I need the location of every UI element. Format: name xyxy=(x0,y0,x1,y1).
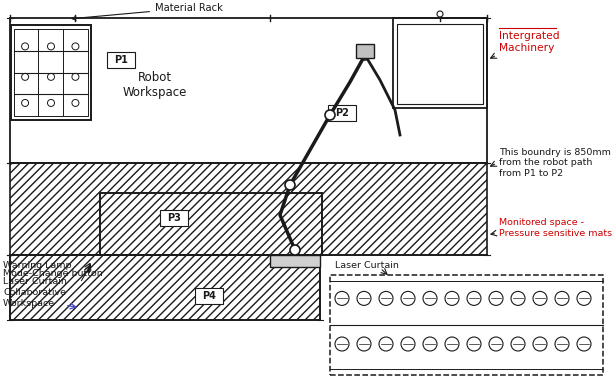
Circle shape xyxy=(357,291,371,305)
Text: Monitored space -
Pressure sensitive mats: Monitored space - Pressure sensitive mat… xyxy=(499,218,612,238)
Bar xyxy=(195,288,223,304)
Bar xyxy=(100,193,322,255)
Text: Robot
Workspace: Robot Workspace xyxy=(123,71,187,99)
Text: Warning Lamp: Warning Lamp xyxy=(3,262,71,270)
Circle shape xyxy=(379,337,393,351)
Circle shape xyxy=(533,337,547,351)
Circle shape xyxy=(555,337,569,351)
Circle shape xyxy=(577,291,591,305)
Bar xyxy=(10,255,320,320)
Text: Laser Curtain: Laser Curtain xyxy=(335,261,399,269)
Circle shape xyxy=(401,291,415,305)
Bar xyxy=(330,275,603,375)
Circle shape xyxy=(555,291,569,305)
Circle shape xyxy=(511,291,525,305)
Circle shape xyxy=(335,291,349,305)
Text: Mode-Change button: Mode-Change button xyxy=(3,269,103,278)
Bar xyxy=(11,25,91,120)
Bar xyxy=(270,255,320,267)
Circle shape xyxy=(445,291,459,305)
Text: P3: P3 xyxy=(167,213,181,223)
Circle shape xyxy=(437,11,443,17)
Circle shape xyxy=(423,291,437,305)
Circle shape xyxy=(489,291,503,305)
Text: Material Rack: Material Rack xyxy=(72,3,223,20)
Text: P2: P2 xyxy=(335,108,349,118)
Bar xyxy=(393,18,487,108)
Circle shape xyxy=(511,337,525,351)
Circle shape xyxy=(401,337,415,351)
Text: P1: P1 xyxy=(114,55,128,65)
Circle shape xyxy=(379,291,393,305)
Circle shape xyxy=(335,337,349,351)
Bar xyxy=(107,52,135,68)
Circle shape xyxy=(290,245,300,255)
Bar xyxy=(100,193,322,255)
Circle shape xyxy=(467,337,481,351)
Circle shape xyxy=(577,337,591,351)
Bar xyxy=(356,44,374,58)
Bar xyxy=(397,24,483,104)
Circle shape xyxy=(445,337,459,351)
Bar xyxy=(14,29,88,116)
Circle shape xyxy=(360,50,370,60)
Text: Laser Curtain: Laser Curtain xyxy=(3,277,67,286)
Circle shape xyxy=(467,291,481,305)
Circle shape xyxy=(533,291,547,305)
Circle shape xyxy=(489,337,503,351)
Circle shape xyxy=(423,337,437,351)
Text: P4: P4 xyxy=(202,291,216,301)
Text: Collaborative
Workspace: Collaborative Workspace xyxy=(3,288,66,308)
Bar xyxy=(160,210,188,226)
Text: This boundry is 850mm
from the robot path
from P1 to P2: This boundry is 850mm from the robot pat… xyxy=(499,148,611,178)
Bar xyxy=(328,105,356,121)
Circle shape xyxy=(285,180,295,190)
Bar xyxy=(10,163,487,255)
Circle shape xyxy=(325,110,335,120)
Circle shape xyxy=(357,337,371,351)
Text: Intergrated
Machinery: Intergrated Machinery xyxy=(499,31,559,53)
